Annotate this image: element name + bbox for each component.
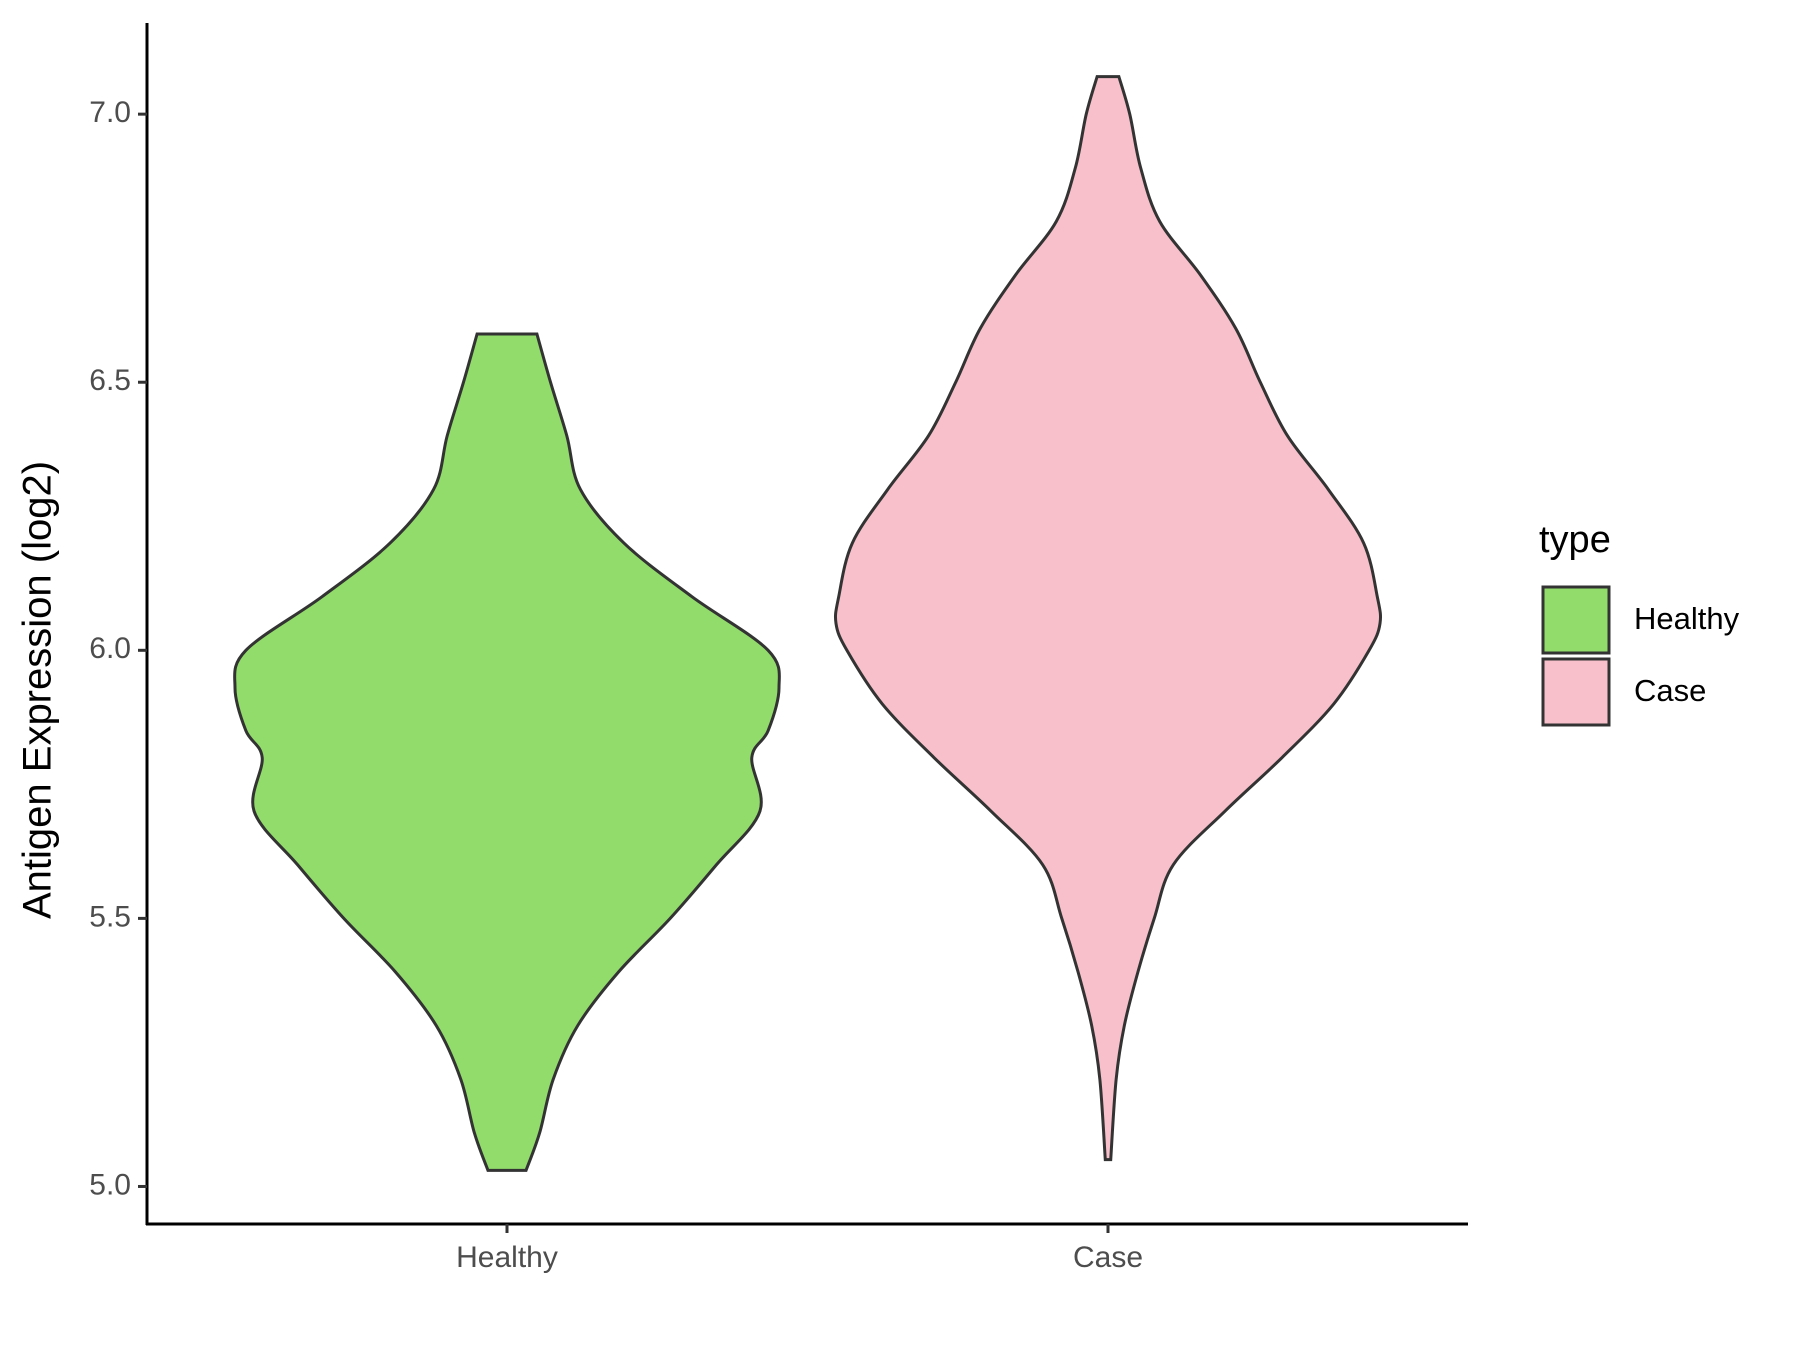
y-axis-title: Antigen Expression (log2): [16, 461, 60, 919]
violin: [233, 332, 781, 1172]
y-tick-label: 6.5: [89, 364, 131, 397]
y-tick-label: 7.0: [89, 96, 131, 129]
x-tick-label: Case: [1073, 1241, 1143, 1274]
legend-label: Healthy: [1634, 601, 1740, 636]
legend-key: [1541, 657, 1611, 727]
legend-title: type: [1539, 519, 1611, 561]
x-tick-label: Healthy: [456, 1241, 558, 1274]
legend-label: Case: [1634, 673, 1706, 708]
violin: [833, 75, 1383, 1162]
y-tick-label: 5.5: [89, 900, 131, 933]
legend-key: [1541, 585, 1611, 655]
y-tick-label: 5.0: [89, 1168, 131, 1201]
y-tick-label: 6.0: [89, 632, 131, 665]
